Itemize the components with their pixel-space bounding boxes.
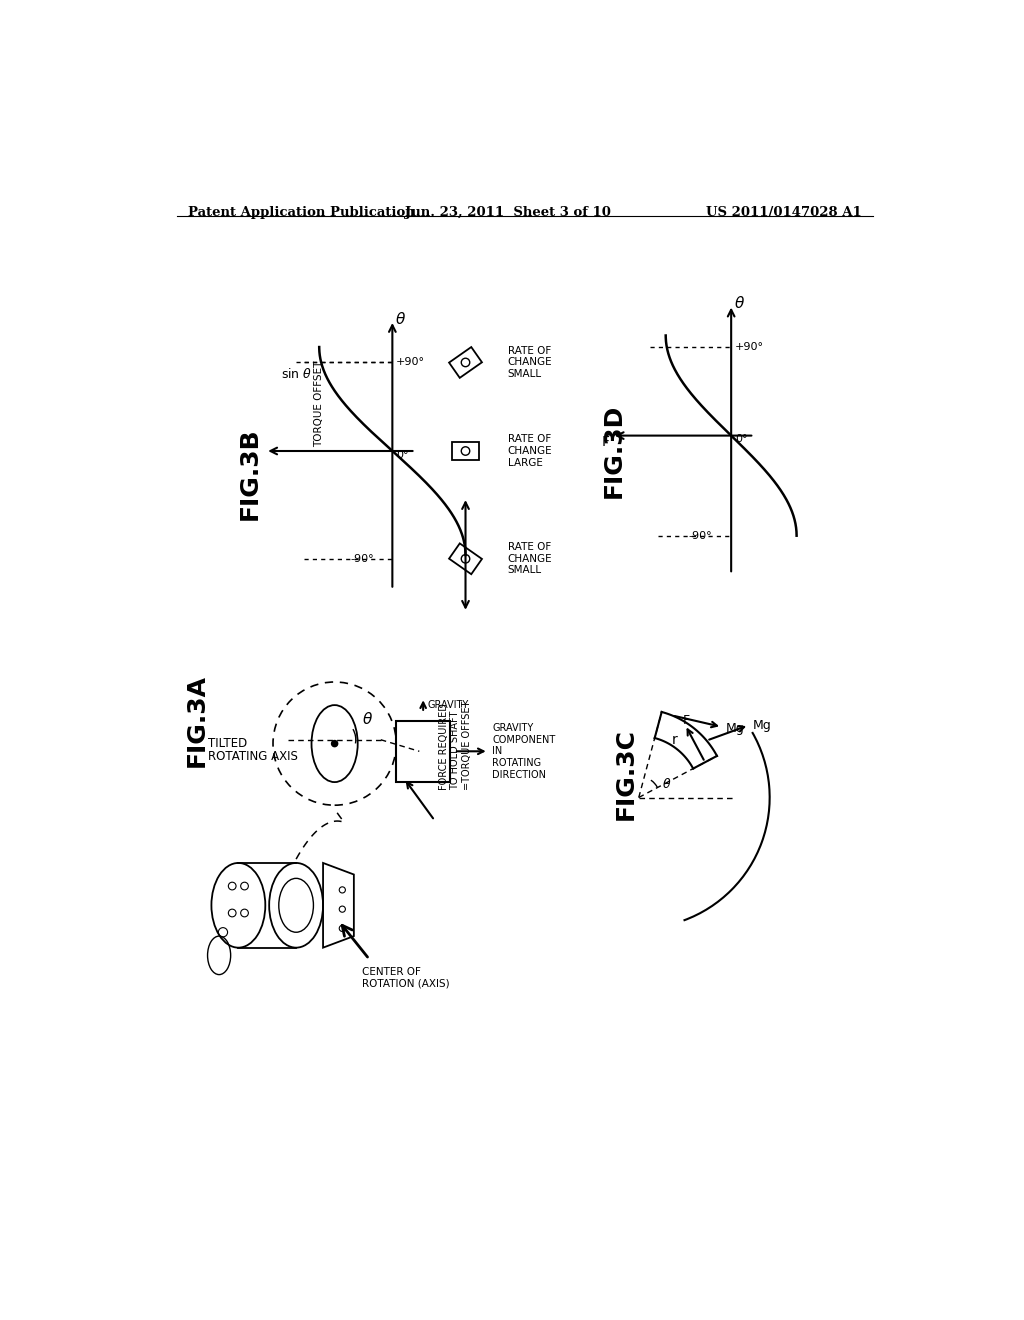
Text: RATE OF
CHANGE
SMALL: RATE OF CHANGE SMALL [508,346,553,379]
Text: 0°: 0° [735,434,748,445]
Text: FIG.3A: FIG.3A [184,675,209,767]
Ellipse shape [311,705,357,781]
Text: FORCE REQUIRED
TO HOLD SHAFT
=TORQUE OFFSET: FORCE REQUIRED TO HOLD SHAFT =TORQUE OFF… [438,701,472,789]
Text: -90°: -90° [350,554,374,564]
Text: Mg: Mg [753,718,771,731]
Text: +90°: +90° [735,342,764,352]
Text: FIG.3D: FIG.3D [602,404,626,498]
Text: GRAVITY
COMPONENT
IN
ROTATING
DIRECTION: GRAVITY COMPONENT IN ROTATING DIRECTION [493,723,556,780]
Text: RATE OF
CHANGE
SMALL: RATE OF CHANGE SMALL [508,543,553,576]
Text: Patent Application Publication: Patent Application Publication [188,206,415,219]
Text: Jun. 23, 2011  Sheet 3 of 10: Jun. 23, 2011 Sheet 3 of 10 [404,206,610,219]
Text: +90°: +90° [396,358,425,367]
Text: $\theta$: $\theta$ [395,312,407,327]
Text: $\theta$: $\theta$ [662,776,672,791]
Text: $\theta$: $\theta$ [361,711,373,727]
Text: TILTED: TILTED [208,737,247,750]
Text: 0°: 0° [396,450,409,459]
Text: FIG.3B: FIG.3B [238,428,262,520]
Text: RATE OF
CHANGE
LARGE: RATE OF CHANGE LARGE [508,434,553,467]
Text: F: F [683,714,690,726]
Text: ROTATING AXIS: ROTATING AXIS [208,750,297,763]
Text: CENTER OF
ROTATION (AXIS): CENTER OF ROTATION (AXIS) [361,966,450,989]
Text: FIG.3C: FIG.3C [614,729,638,821]
Text: $\sin\,\theta$: $\sin\,\theta$ [281,367,312,381]
Text: $\theta$: $\theta$ [734,296,745,312]
Circle shape [332,741,338,747]
Text: r: r [672,733,678,747]
Text: -90°: -90° [689,531,713,541]
Text: TORQUE OFFSET: TORQUE OFFSET [314,360,325,447]
Text: US 2011/0147028 A1: US 2011/0147028 A1 [707,206,862,219]
Text: Mg: Mg [726,722,744,735]
Text: GRAVITY: GRAVITY [427,700,468,710]
Text: F: F [602,434,610,449]
